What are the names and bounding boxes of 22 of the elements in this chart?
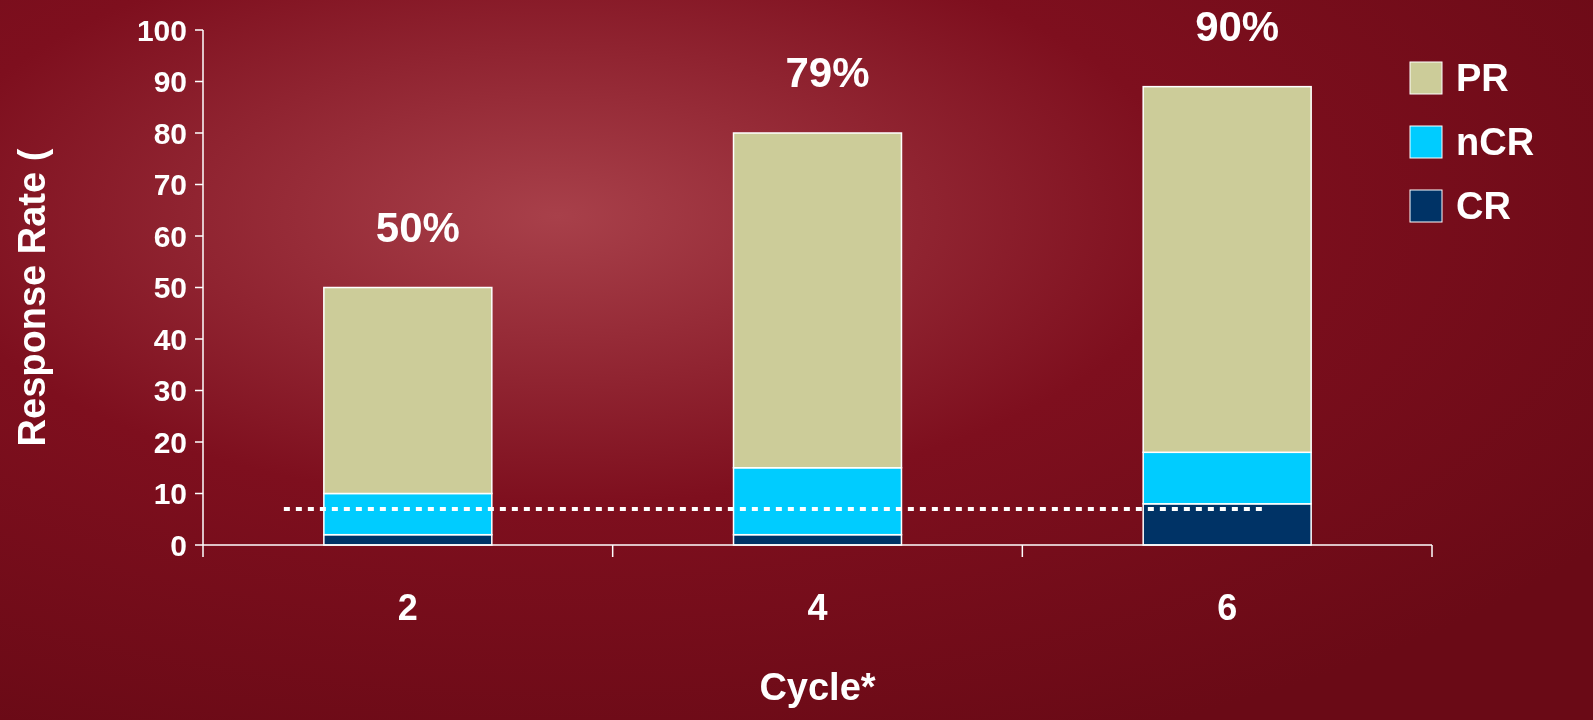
y-tick-label: 80	[153, 116, 187, 150]
x-tick-label: 6	[1217, 587, 1238, 628]
y-tick-label: 20	[153, 425, 187, 459]
y-tick-label: 40	[153, 322, 187, 356]
legend-label: PR	[1456, 57, 1509, 100]
x-tick-label: 2	[397, 587, 418, 628]
legend-label: CR	[1456, 185, 1511, 228]
y-tick-label: 50	[153, 271, 187, 304]
y-tick-label: 100	[136, 13, 187, 47]
y-axis-title: Response Rate (	[11, 148, 53, 447]
x-tick-label: 4	[807, 587, 828, 628]
x-axis-title: Cycle*	[759, 666, 876, 708]
y-tick-label: 60	[153, 219, 187, 253]
y-tick-label: 90	[153, 65, 187, 98]
legend-label: nCR	[1456, 121, 1535, 164]
y-tick-label: 0	[170, 528, 187, 562]
total-label: 90%	[1195, 2, 1280, 50]
y-tick-label: 10	[153, 477, 187, 510]
y-tick-label: 70	[153, 168, 187, 201]
total-label: 50%	[375, 203, 460, 251]
y-tick-label: 30	[153, 374, 187, 407]
total-label: 79%	[785, 49, 870, 96]
